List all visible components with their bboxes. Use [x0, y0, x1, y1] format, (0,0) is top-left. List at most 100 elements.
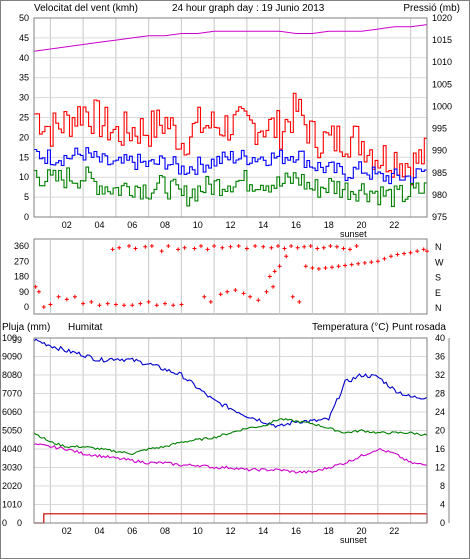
humidity-tick-label: 80: [12, 370, 22, 380]
direction-point: [323, 266, 328, 270]
direction-point: [272, 269, 277, 274]
direction-point: [415, 249, 420, 254]
wind-tick-label: 50: [19, 13, 29, 23]
direction-point: [282, 246, 287, 251]
hour-tick-label: 16: [291, 220, 301, 230]
temperature-tick-label: 40: [435, 333, 445, 343]
direction-point: [146, 299, 151, 304]
cardinal-label: W: [435, 257, 444, 267]
direction-point: [402, 251, 407, 256]
direction-point: [122, 303, 127, 308]
direction-point: [163, 301, 167, 306]
hour-tick-label: 04: [94, 526, 104, 536]
rain-tick-label: 30: [2, 463, 12, 473]
rain-tick-label: 40: [2, 444, 12, 454]
direction-point: [72, 294, 77, 299]
rain-tick-label: 100: [2, 333, 17, 343]
direction-point: [316, 266, 321, 271]
humidity-tick-label: 60: [12, 407, 22, 417]
temperature-tick-label: 4: [440, 500, 445, 510]
pressure-tick-label: 980: [432, 190, 447, 200]
humidity-axis-label: Humitat: [68, 322, 103, 333]
humidity-tick-label: 40: [12, 444, 22, 454]
sunset-label: sunset: [340, 229, 367, 239]
direction-point: [241, 291, 246, 296]
wind-plot-frame: [33, 17, 428, 218]
humidity-tick-label: 0: [17, 518, 22, 528]
direction-point: [284, 254, 289, 259]
direction-point: [48, 302, 53, 307]
direction-point: [267, 274, 272, 279]
humidity-tick-label: 90: [12, 352, 22, 362]
direction-point: [269, 245, 274, 250]
hour-tick-label: 22: [389, 526, 399, 536]
hour-tick-label: 04: [94, 220, 104, 230]
hour-tick-label: 18: [324, 526, 334, 536]
temperature-line: [33, 418, 428, 456]
wind-tick-label: 25: [19, 113, 29, 123]
humidity-tick-label: 99: [12, 335, 22, 345]
direction-point: [303, 264, 308, 269]
direction-tick-label: 360: [14, 241, 29, 251]
cardinal-label: N: [435, 242, 442, 252]
wind-axis-label: Velocitat del vent (kmh): [34, 3, 138, 14]
direction-point: [236, 244, 241, 248]
direction-point: [182, 245, 187, 250]
graph-title: 24 hour graph day : 19 Junio 2013: [172, 3, 325, 14]
hour-tick-label: 08: [160, 526, 170, 536]
hour-tick-label: 10: [193, 220, 203, 230]
direction-point: [64, 297, 69, 302]
direction-point: [421, 247, 426, 252]
temperature-axis-label: Temperatura (°C): [312, 322, 389, 333]
hour-tick-label: 06: [127, 220, 137, 230]
sunset-label: sunset: [340, 535, 367, 545]
direction-point: [290, 294, 295, 299]
direction-point: [348, 247, 352, 252]
direction-point: [41, 305, 46, 309]
direction-point: [248, 294, 253, 299]
wind-tick-label: 35: [19, 73, 29, 83]
direction-point: [343, 263, 348, 268]
cardinal-label: E: [435, 288, 441, 298]
direction-point: [310, 266, 315, 270]
rain-axis-label: Pluja (mm): [2, 322, 50, 333]
direction-point: [315, 246, 320, 251]
direction-point: [36, 289, 41, 294]
pressure-tick-label: 985: [432, 168, 447, 178]
humidity-line: [33, 338, 428, 429]
direction-point: [225, 289, 230, 294]
direction-point: [105, 301, 110, 306]
pressure-tick-label: 1005: [432, 79, 452, 89]
direction-point: [328, 244, 333, 248]
hour-tick-label: 16: [291, 526, 301, 536]
direction-tick-label: 270: [14, 256, 29, 266]
direction-point: [271, 284, 276, 289]
hour-tick-label: 02: [62, 220, 72, 230]
direction-point: [256, 298, 261, 303]
hour-tick-label: 12: [225, 220, 235, 230]
pressure-line: [33, 24, 428, 52]
direction-point: [330, 265, 334, 270]
temperature-panel: 0481216202428323640010203040506070809010…: [2, 333, 450, 545]
hour-tick-label: 20: [356, 526, 366, 536]
wind-tick-label: 15: [19, 152, 29, 162]
hour-tick-label: 08: [160, 220, 170, 230]
rain-tick-label: 50: [2, 426, 12, 436]
direction-point: [336, 264, 341, 269]
direction-point: [159, 249, 164, 254]
hour-tick-label: 22: [389, 220, 399, 230]
dewpoint-line: [33, 443, 428, 474]
temperature-tick-label: 12: [435, 463, 445, 473]
direction-point: [127, 244, 131, 248]
direction-point: [192, 246, 197, 251]
direction-tick-label: 180: [14, 272, 29, 282]
direction-point: [89, 299, 94, 304]
direction-point: [362, 260, 367, 265]
direction-point: [208, 299, 213, 304]
wind-tick-label: 45: [19, 33, 29, 43]
humidity-tick-label: 70: [12, 389, 22, 399]
direction-point: [408, 250, 413, 255]
